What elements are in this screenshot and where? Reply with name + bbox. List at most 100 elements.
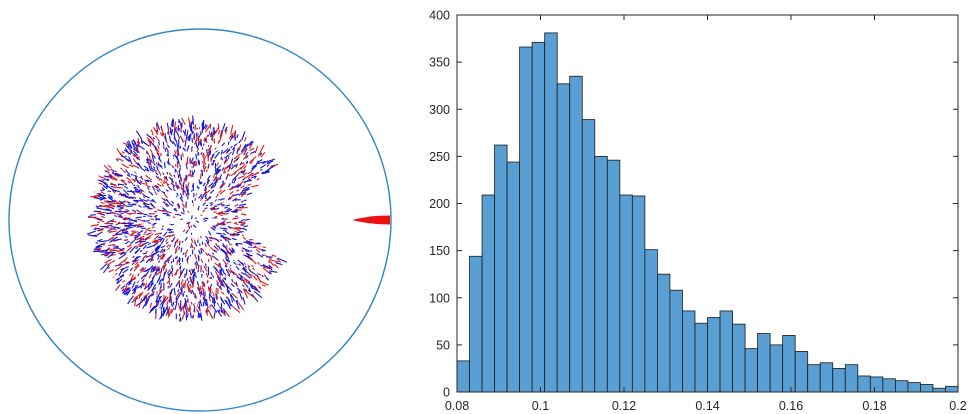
particle [231, 146, 236, 151]
particle [148, 233, 154, 238]
particle [191, 170, 194, 178]
particle [194, 163, 197, 167]
particle [205, 252, 209, 257]
particle [187, 210, 190, 214]
particle [168, 172, 172, 176]
histogram-bar [682, 310, 696, 393]
particle [106, 199, 109, 202]
particle [134, 284, 138, 287]
particle [181, 202, 185, 209]
particle [249, 159, 254, 165]
particle [126, 245, 131, 248]
particle [135, 188, 141, 192]
particle [226, 296, 232, 307]
particle [168, 176, 174, 183]
particle [217, 218, 222, 221]
particle [170, 289, 173, 295]
particle [251, 175, 257, 179]
particle [97, 195, 106, 200]
particle [127, 180, 131, 184]
particle [203, 154, 208, 160]
particle [157, 180, 163, 185]
particle [205, 137, 208, 144]
particle [151, 155, 155, 163]
particle [126, 174, 131, 178]
particle [103, 175, 108, 178]
particle [181, 311, 186, 320]
particle [159, 131, 163, 137]
particle [178, 218, 182, 220]
particle [106, 178, 110, 181]
y-tick-label: 100 [429, 291, 450, 305]
particle [153, 287, 157, 291]
particle [171, 231, 176, 235]
particle [233, 177, 237, 184]
particle [167, 306, 171, 316]
particle [176, 185, 179, 189]
particle [231, 247, 235, 252]
particle [251, 258, 257, 265]
particle [232, 217, 237, 220]
particle [129, 196, 137, 199]
particle [121, 288, 131, 294]
particle [118, 219, 125, 222]
particle [130, 174, 139, 178]
particle [174, 301, 178, 311]
particle [154, 294, 158, 299]
particle [277, 257, 288, 263]
particle [132, 256, 140, 262]
particle [229, 293, 234, 303]
particle [190, 124, 193, 133]
particle [241, 219, 245, 222]
particle [167, 270, 172, 279]
particle [216, 162, 219, 167]
particle [138, 298, 143, 309]
particle [144, 296, 150, 304]
particle [233, 261, 237, 265]
particle [189, 133, 192, 139]
particle [194, 160, 196, 164]
particle [157, 152, 160, 155]
particle [118, 207, 124, 210]
particle [145, 295, 151, 305]
particle [227, 170, 231, 174]
particle [128, 218, 133, 221]
particle [139, 179, 143, 183]
particle [162, 271, 166, 280]
histogram-bar [882, 378, 896, 393]
particle [127, 145, 133, 153]
particle [167, 149, 169, 157]
particle [247, 176, 251, 180]
particle [224, 172, 228, 176]
particle [214, 270, 220, 278]
particle [241, 247, 250, 252]
particle [155, 172, 159, 176]
particle [229, 135, 235, 142]
particle [99, 176, 106, 180]
particle [256, 248, 261, 254]
particle [162, 141, 165, 149]
particle [177, 161, 180, 165]
particle [224, 158, 230, 164]
particle [137, 162, 142, 169]
particle [204, 138, 207, 143]
particle [206, 237, 210, 243]
particle [158, 188, 161, 192]
particle [107, 190, 112, 193]
particle [117, 255, 123, 258]
particle [126, 201, 131, 204]
particle [152, 136, 156, 140]
particle [176, 210, 181, 213]
particle [186, 306, 190, 312]
particle [203, 265, 208, 272]
particle [212, 246, 216, 250]
particle [180, 247, 183, 253]
particle [194, 223, 197, 227]
particle [217, 263, 221, 268]
particle [199, 257, 202, 260]
particle [160, 238, 165, 245]
particle [238, 189, 245, 196]
particle [166, 211, 172, 214]
particle [235, 237, 241, 241]
particle [119, 214, 122, 217]
